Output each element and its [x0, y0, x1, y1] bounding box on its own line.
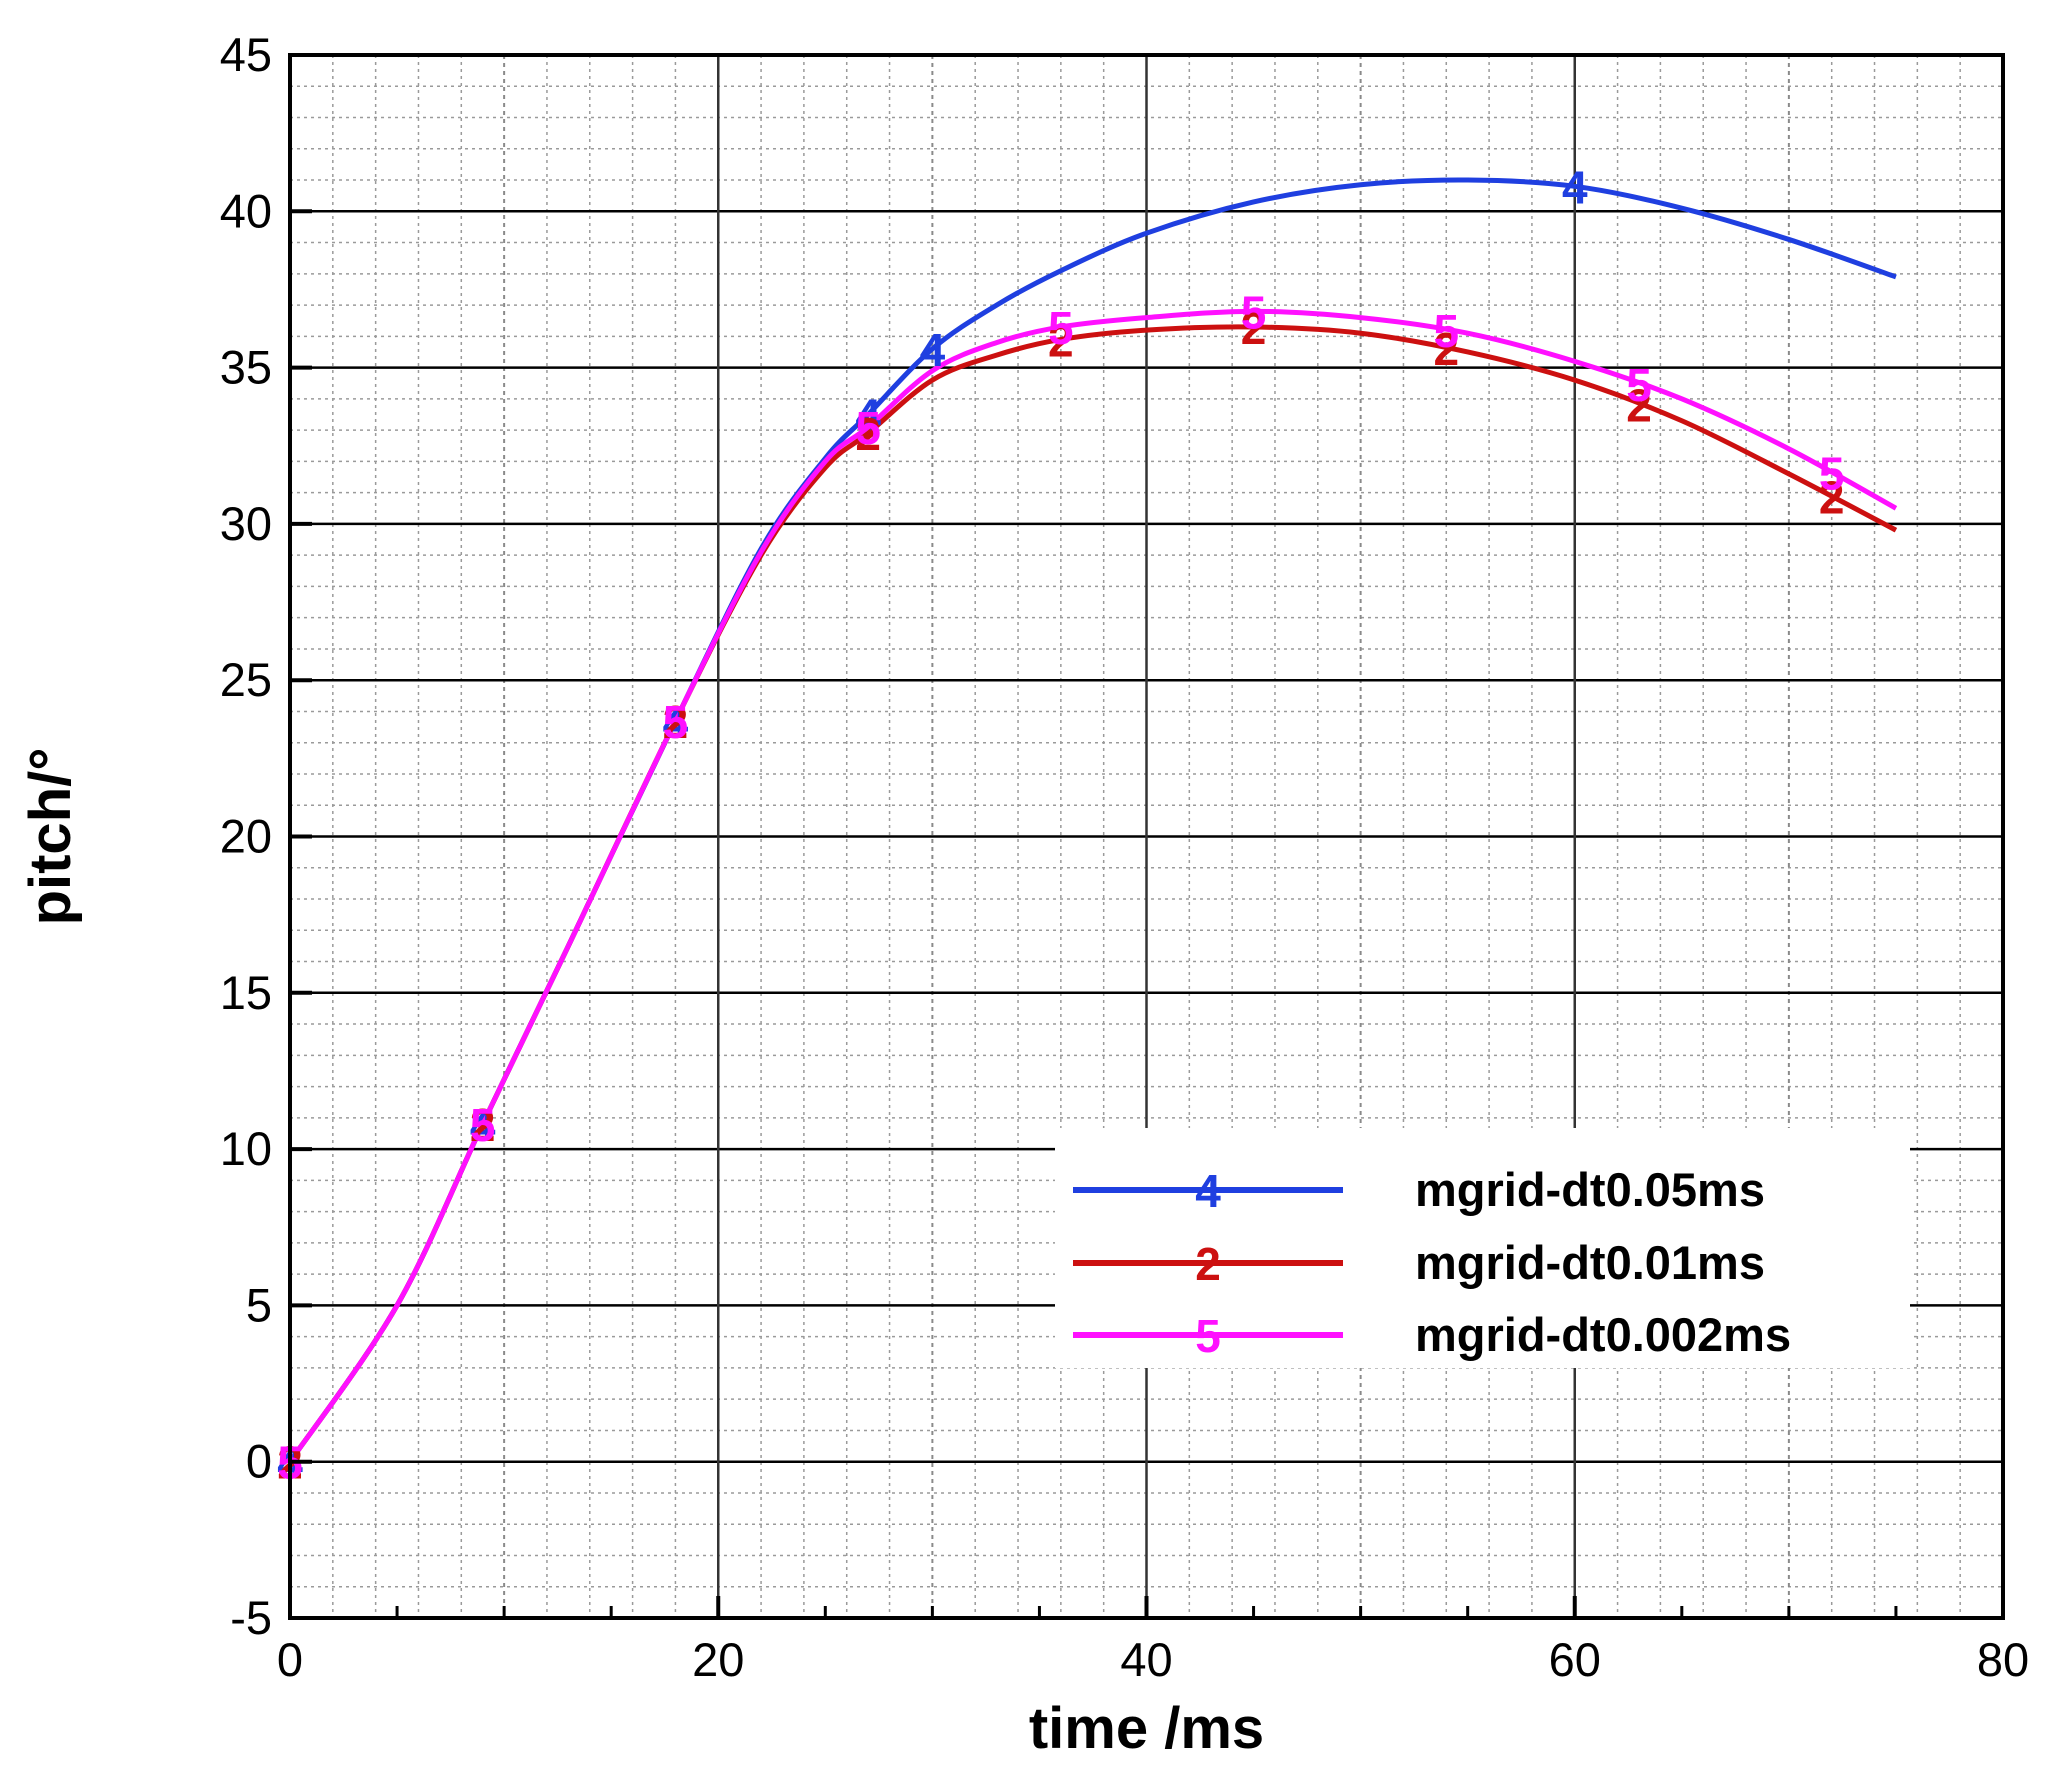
y-tick-label: 15: [220, 966, 272, 1019]
x-tick-label: 80: [1977, 1633, 2029, 1686]
series-marker-2: 2: [1433, 323, 1459, 375]
legend-marker: 5: [1195, 1310, 1221, 1362]
series-marker-2: 2: [1626, 379, 1652, 431]
legend-marker: 4: [1195, 1165, 1221, 1217]
y-tick-label: -5: [230, 1591, 272, 1644]
y-tick-label: 0: [246, 1435, 272, 1488]
legend-label: mgrid-dt0.05ms: [1415, 1163, 1765, 1216]
y-tick-label: 40: [220, 184, 272, 237]
series-marker-5: 5: [470, 1099, 496, 1151]
y-tick-label: 30: [220, 497, 272, 550]
legend-box: [1055, 1128, 1910, 1368]
series-marker-5: 5: [855, 402, 881, 454]
series-marker-4: 4: [920, 324, 946, 376]
series-line-mgrid-dt0.002ms: [287, 308, 1898, 1464]
series-marker-5: 5: [1819, 448, 1845, 500]
series-marker-4: 4: [855, 389, 881, 441]
series-marker-5: 5: [1048, 302, 1074, 354]
y-tick-label: 35: [220, 341, 272, 394]
x-tick-label: 40: [1120, 1633, 1172, 1686]
y-tick-label: 10: [220, 1122, 272, 1175]
series-marker-2: 2: [663, 696, 689, 748]
x-tick-label: 20: [692, 1633, 744, 1686]
x-tick-label: 0: [277, 1633, 303, 1686]
x-tick-label: 60: [1549, 1633, 1601, 1686]
y-tick-label: 45: [220, 28, 272, 81]
series-marker-5: 5: [1241, 286, 1267, 338]
series-marker-2: 2: [1048, 314, 1074, 366]
y-axis-title: pitch/°: [18, 748, 83, 926]
series-marker-2: 2: [1241, 302, 1267, 354]
y-tick-label: 5: [246, 1278, 272, 1331]
series-marker-2: 2: [855, 408, 881, 460]
series-marker-2: 2: [1819, 471, 1845, 523]
series-marker-5: 5: [1626, 359, 1652, 411]
legend: 4 mgrid-dt0.05ms 2 mgrid-dt0.01ms 5 mgrid-dt0…: [1055, 1128, 1910, 1368]
series-marker-4: 4: [470, 1099, 496, 1151]
series-marker-4: 4: [663, 696, 689, 748]
y-tick-label: 25: [220, 653, 272, 706]
series-marker-4: 4: [1562, 161, 1588, 213]
series-marker-2: 2: [470, 1099, 496, 1151]
series-marker-5: 5: [663, 696, 689, 748]
series-lines: [287, 177, 1898, 1464]
legend-label: mgrid-dt0.002ms: [1415, 1308, 1791, 1361]
grid: [288, 53, 2005, 1620]
series-marker-5: 5: [1433, 305, 1459, 357]
x-axis-title: time /ms: [1029, 1696, 1264, 1761]
legend-marker: 2: [1195, 1238, 1221, 1290]
y-tick-label: 20: [220, 810, 272, 863]
legend-label: mgrid-dt0.01ms: [1415, 1236, 1765, 1289]
